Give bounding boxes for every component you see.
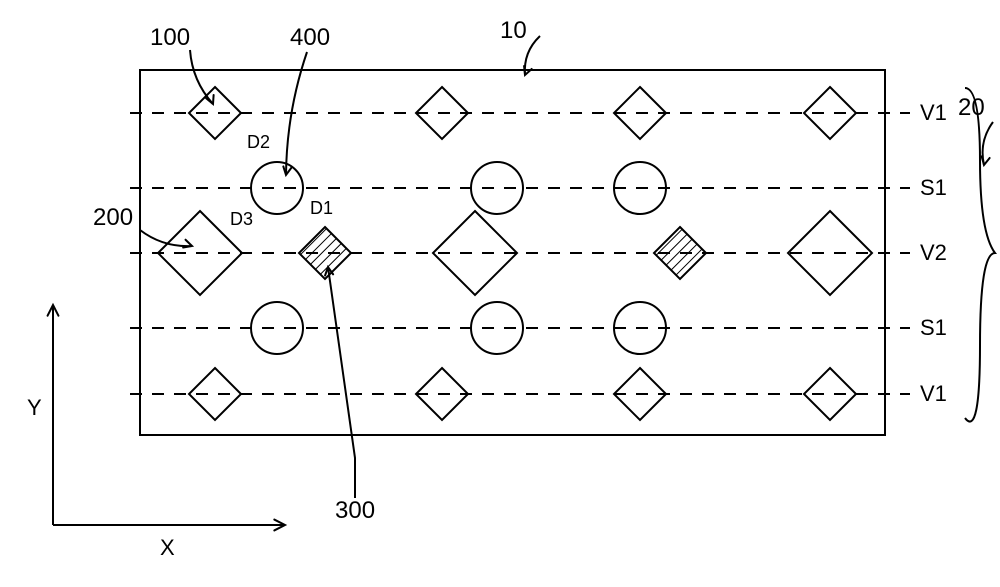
dim-label: D3 bbox=[230, 209, 253, 229]
diamond bbox=[804, 368, 856, 420]
row-label: V1 bbox=[920, 381, 947, 406]
callout-leader bbox=[140, 230, 192, 246]
callout-label: 10 bbox=[500, 17, 527, 44]
callout-label: 400 bbox=[290, 24, 330, 51]
row-label: S1 bbox=[920, 175, 947, 200]
brace bbox=[965, 88, 995, 422]
dim-label: D2 bbox=[247, 132, 270, 152]
callout-leader bbox=[983, 122, 993, 165]
y-axis-label: Y bbox=[27, 395, 42, 420]
x-axis-label: X bbox=[160, 535, 175, 560]
callout-label: 20 bbox=[958, 94, 985, 121]
callout-leader bbox=[328, 267, 355, 498]
diamond bbox=[804, 87, 856, 139]
row-label: V2 bbox=[920, 240, 947, 265]
callout-label: 100 bbox=[150, 24, 190, 51]
dim-label: D1 bbox=[310, 198, 333, 218]
callout-label: 300 bbox=[335, 497, 375, 524]
callout-leader bbox=[190, 50, 213, 104]
row-label: S1 bbox=[920, 315, 947, 340]
callout-label: 200 bbox=[93, 204, 133, 231]
diamond-hatched bbox=[654, 227, 706, 279]
diamond-hatched bbox=[299, 227, 351, 279]
row-label: V1 bbox=[920, 100, 947, 125]
